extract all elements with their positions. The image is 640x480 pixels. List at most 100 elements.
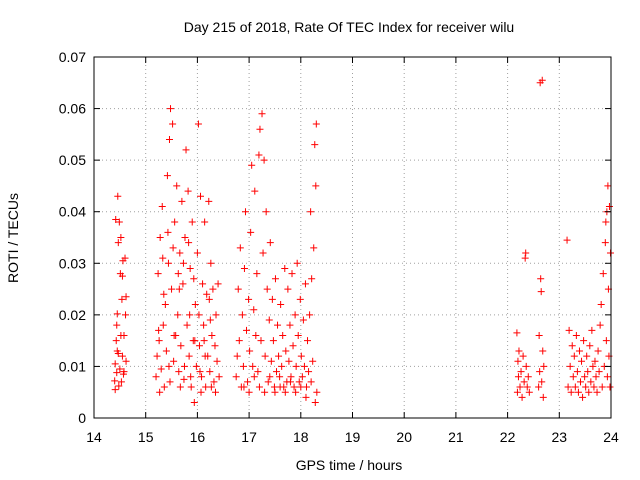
data-point <box>255 383 263 391</box>
data-point <box>566 362 574 370</box>
data-point <box>118 352 126 360</box>
data-point <box>170 357 178 365</box>
data-point <box>580 337 588 345</box>
data-point <box>291 311 299 319</box>
data-point <box>178 197 186 205</box>
data-point <box>522 249 530 257</box>
data-point <box>155 337 163 345</box>
grid-lines <box>94 57 611 418</box>
data-point <box>266 239 274 247</box>
data-point <box>188 218 196 226</box>
data-point <box>168 285 176 293</box>
data-point <box>161 301 169 309</box>
data-point <box>578 357 586 365</box>
data-point <box>207 383 215 391</box>
data-point <box>263 285 271 293</box>
data-point <box>164 259 172 267</box>
data-point <box>281 264 289 272</box>
data-point <box>240 383 248 391</box>
data-point <box>255 151 263 159</box>
data-point <box>206 368 214 376</box>
data-point <box>215 373 223 381</box>
data-point <box>583 352 591 360</box>
x-tick-label: 23 <box>552 429 568 445</box>
data-point <box>187 373 195 381</box>
x-tick-label: 17 <box>241 429 257 445</box>
data-point <box>281 388 289 396</box>
data-point <box>539 393 547 401</box>
data-point <box>111 386 119 394</box>
data-point <box>606 383 614 391</box>
data-point <box>584 368 592 376</box>
data-point <box>588 326 596 334</box>
y-tick-label: 0.07 <box>59 49 86 65</box>
data-point <box>154 270 162 278</box>
data-point <box>206 316 214 324</box>
data-point <box>305 368 313 376</box>
data-point <box>286 321 294 329</box>
data-point <box>253 270 261 278</box>
data-point <box>152 373 160 381</box>
data-point <box>271 275 279 283</box>
data-point <box>232 373 240 381</box>
data-point <box>604 182 612 190</box>
data-point <box>587 378 595 386</box>
data-point <box>516 383 524 391</box>
x-tick-label: 21 <box>448 429 464 445</box>
y-tick-label: 0.06 <box>59 101 86 117</box>
data-point <box>182 146 190 154</box>
data-point <box>295 378 303 386</box>
data-point <box>260 156 268 164</box>
data-point <box>276 383 284 391</box>
data-point <box>282 347 290 355</box>
data-point <box>186 311 194 319</box>
data-point <box>573 368 581 376</box>
data-point <box>114 239 122 247</box>
data-point <box>535 383 543 391</box>
data-point <box>201 352 209 360</box>
data-point <box>113 310 121 318</box>
data-point <box>299 316 307 324</box>
data-point <box>159 254 167 262</box>
data-point <box>599 270 607 278</box>
data-point <box>589 362 597 370</box>
data-point <box>277 301 285 309</box>
data-point <box>250 373 258 381</box>
data-point <box>605 203 613 211</box>
data-point <box>155 326 163 334</box>
data-point <box>156 234 164 241</box>
data-point <box>194 120 202 128</box>
data-point <box>254 368 262 376</box>
data-point <box>513 329 521 337</box>
data-point <box>292 388 300 396</box>
data-point <box>122 357 130 365</box>
data-point <box>250 306 258 314</box>
data-point <box>112 337 120 345</box>
data-point <box>307 208 315 216</box>
data-point <box>116 365 124 373</box>
data-point <box>292 362 300 370</box>
data-point <box>597 301 605 309</box>
data-point <box>158 203 166 211</box>
data-point <box>187 383 195 391</box>
data-point <box>259 249 267 257</box>
data-point <box>200 337 208 345</box>
data-point <box>234 285 242 293</box>
data-point <box>199 280 207 288</box>
data-point <box>286 378 294 386</box>
data-point <box>309 357 317 365</box>
data-point <box>262 208 270 216</box>
data-point <box>113 369 121 377</box>
data-point <box>579 393 587 401</box>
y-tick-label: 0.01 <box>59 358 86 374</box>
data-point <box>518 393 526 401</box>
data-point <box>181 234 189 241</box>
data-point <box>113 347 121 355</box>
data-point <box>203 290 211 298</box>
data-point <box>523 383 531 391</box>
data-point <box>212 311 220 319</box>
data-point <box>536 368 544 376</box>
data-point <box>117 234 125 241</box>
data-point <box>175 285 183 293</box>
